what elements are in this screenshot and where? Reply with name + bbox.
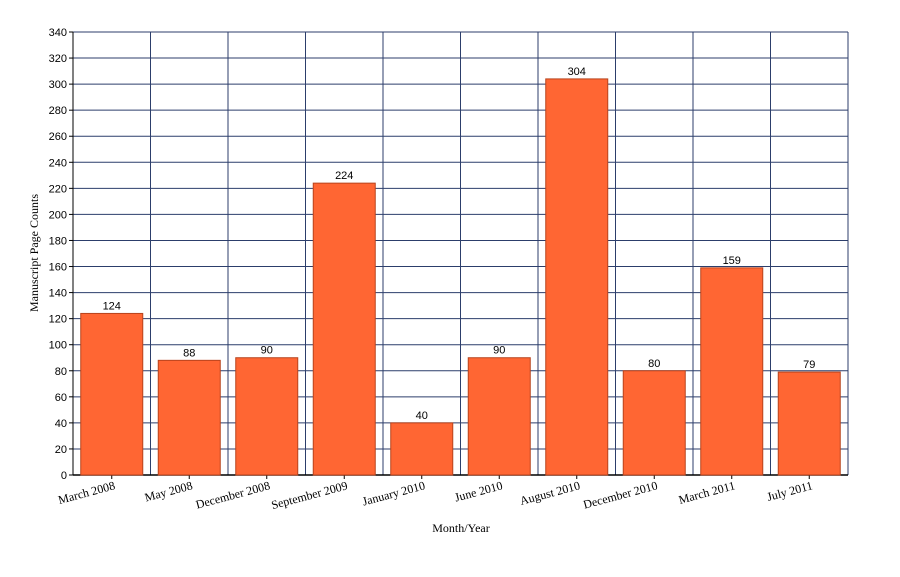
value-label: 304 xyxy=(568,66,586,78)
y-tick-label: 100 xyxy=(49,340,67,352)
x-tick-label: March 2011 xyxy=(677,478,737,507)
y-tick-label: 80 xyxy=(55,366,67,378)
bar xyxy=(235,357,299,476)
value-label: 80 xyxy=(648,358,660,370)
value-label: 79 xyxy=(803,359,815,371)
x-tick-label: May 2008 xyxy=(143,478,194,504)
y-tick-label: 200 xyxy=(49,209,67,221)
x-tick-label: August 2010 xyxy=(518,478,581,507)
y-tick-label: 20 xyxy=(55,444,67,456)
bar xyxy=(312,182,376,476)
y-tick-label: 120 xyxy=(49,314,67,326)
y-tick-label: 0 xyxy=(61,470,67,482)
bar xyxy=(467,357,531,476)
x-tick-label: December 2010 xyxy=(582,478,659,511)
bar xyxy=(622,370,686,476)
bar xyxy=(157,359,221,476)
value-label: 224 xyxy=(335,170,353,182)
y-axis-label: Manuscript Page Counts xyxy=(27,194,41,312)
x-tick-label: June 2010 xyxy=(453,478,504,504)
x-axis-label: Month/Year xyxy=(432,521,489,535)
y-tick-label: 260 xyxy=(49,131,67,143)
y-tick-label: 160 xyxy=(49,262,67,274)
value-label: 90 xyxy=(261,345,273,357)
bar xyxy=(777,371,841,476)
y-tick-label: 280 xyxy=(49,105,67,117)
x-tick-label: March 2008 xyxy=(57,478,117,507)
x-tick-label: December 2008 xyxy=(194,478,271,511)
value-label: 124 xyxy=(103,300,121,312)
x-tick-label: September 2009 xyxy=(270,478,349,512)
y-tick-label: 60 xyxy=(55,392,67,404)
value-label: 40 xyxy=(416,410,428,422)
x-tick-label: January 2010 xyxy=(361,478,427,508)
value-label: 90 xyxy=(493,345,505,357)
bar xyxy=(80,312,144,476)
y-tick-label: 40 xyxy=(55,418,67,430)
bar xyxy=(545,78,609,476)
y-tick-label: 220 xyxy=(49,183,67,195)
y-tick-label: 300 xyxy=(49,79,67,91)
y-tick-label: 140 xyxy=(49,288,67,300)
y-tick-label: 180 xyxy=(49,235,67,247)
x-tick-label: July 2011 xyxy=(765,478,814,504)
y-tick-label: 320 xyxy=(49,53,67,65)
bar xyxy=(390,422,454,476)
y-tick-label: 240 xyxy=(49,157,67,169)
value-label: 88 xyxy=(183,347,195,359)
y-tick-label: 340 xyxy=(49,27,67,39)
bar xyxy=(700,267,764,476)
value-label: 159 xyxy=(723,255,741,267)
